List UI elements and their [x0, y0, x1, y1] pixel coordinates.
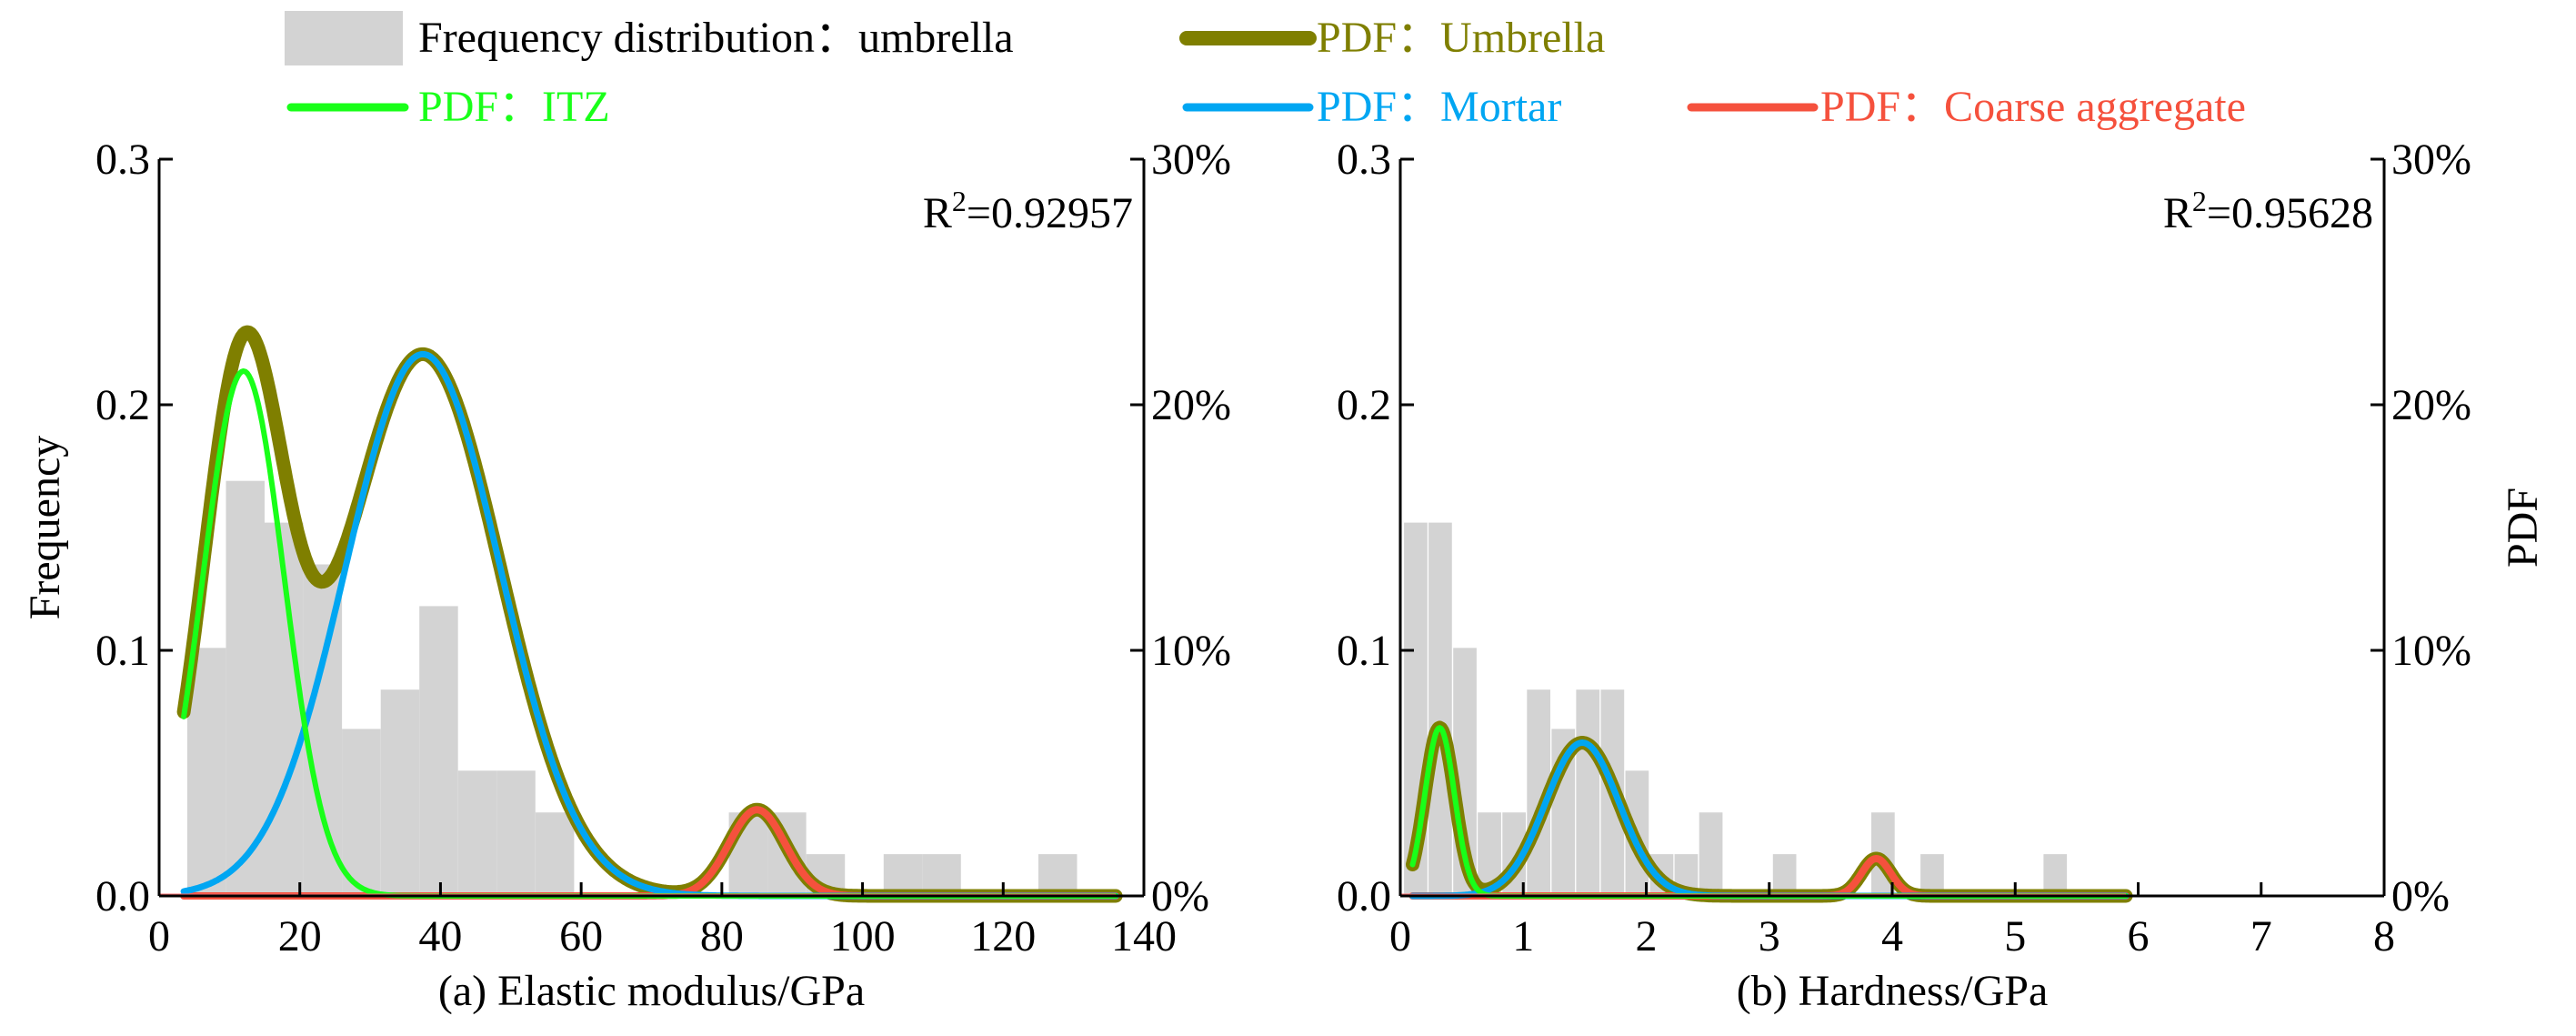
y2-tick-label: 0%	[1151, 872, 1209, 920]
y-tick-label: 0.3	[1337, 136, 1391, 184]
x-tick-label: 20	[278, 912, 322, 961]
panel-a-elastic-modulus: 0 20 40 60 80 100 120 140 0.0 0.1 0.2 0.3 0% 10% 20% 30…	[21, 136, 1231, 1015]
histogram-bar	[535, 812, 575, 896]
r-squared-value: =0.92957	[967, 189, 1133, 237]
legend-label-umbrella: PDF：Umbrella	[1317, 14, 1605, 62]
histogram-bar	[2043, 854, 2068, 896]
legend-swatch-histogram	[285, 11, 403, 65]
legend-label-itz: PDF：ITZ	[418, 83, 610, 131]
x-tick-label: 40	[418, 912, 462, 961]
x-tick-label: 5	[2004, 912, 2026, 961]
legend-label-mortar: PDF：Mortar	[1317, 83, 1561, 131]
histogram-bar	[1428, 522, 1452, 896]
x-tick-label: 140	[1111, 912, 1177, 961]
x-tick-label: 100	[830, 912, 896, 961]
y2-tick-label: 20%	[2391, 381, 2471, 429]
x-tick-label: 8	[2373, 912, 2395, 961]
histogram-bar	[342, 729, 381, 896]
y2-tick-label: 10%	[2391, 627, 2471, 675]
histogram-bar	[1772, 854, 1797, 896]
axes	[157, 159, 1146, 898]
r-squared-base: R	[2163, 189, 2192, 237]
tick-labels: 0 20 40 60 80 100 120 140 0.0 0.1 0.2 0.3 0% 10% 20% 30…	[95, 136, 1231, 961]
histogram-bar	[1576, 689, 1600, 896]
right-y-axis-label: PDF	[2499, 488, 2547, 568]
panel-b-hardness: 0 1 2 3 4 5 6 7 8 0.0 0.1 0.2 0.3 0% 10% 20% 30% (b) Har…	[1337, 136, 2471, 1015]
histogram-bar	[419, 606, 458, 896]
r-squared-label: R2=0.95628	[2163, 185, 2373, 237]
x-tick-label: 0	[1389, 912, 1411, 961]
y-tick-label: 0.0	[1337, 872, 1391, 920]
histogram-bar	[1038, 854, 1078, 896]
histogram-bar	[457, 770, 497, 896]
y-tick-label: 0.0	[95, 872, 150, 920]
legend-label-histogram: Frequency distribution：umbrella	[418, 14, 1014, 62]
pdf-curves	[1400, 720, 2133, 903]
y2-tick-label: 10%	[1151, 627, 1231, 675]
histogram-bar	[883, 854, 923, 896]
r-squared-base: R	[923, 189, 952, 237]
r-squared-sup: 2	[952, 185, 967, 217]
histogram-bar	[922, 854, 961, 896]
x-axis-label: (a) Elastic modulus/GPa	[438, 967, 865, 1015]
x-axis-label: (b) Hardness/GPa	[1737, 967, 2049, 1015]
y-tick-label: 0.2	[95, 381, 150, 429]
x-tick-label: 1	[1512, 912, 1534, 961]
x-tick-label: 7	[2250, 912, 2272, 961]
tick-labels: 0 1 2 3 4 5 6 7 8 0.0 0.1 0.2 0.3 0% 10% 20% 30%	[1337, 136, 2471, 961]
y2-tick-label: 30%	[1151, 136, 1231, 184]
x-tick-label: 60	[559, 912, 603, 961]
y-tick-label: 0.2	[1337, 381, 1391, 429]
x-tick-label: 0	[148, 912, 170, 961]
r-squared-sup: 2	[2192, 185, 2207, 217]
x-tick-label: 4	[1881, 912, 1903, 961]
y-tick-label: 0.3	[95, 136, 150, 184]
legend-label-aggregate: PDF：Coarse aggregate	[1820, 83, 2246, 131]
histogram-bar	[226, 480, 265, 896]
histogram-bars	[186, 480, 1078, 896]
x-tick-label: 80	[700, 912, 744, 961]
x-tick-label: 120	[970, 912, 1036, 961]
histogram-bar	[496, 770, 536, 896]
y-axis-label: Frequency	[21, 436, 69, 620]
r-squared-value: =0.95628	[2207, 189, 2373, 237]
x-tick-label: 2	[1636, 912, 1658, 961]
r-squared-label: R2=0.92957	[923, 185, 1133, 237]
legend: Frequency distribution：umbrella PDF：Umbr…	[285, 11, 2246, 131]
y2-tick-label: 30%	[2391, 136, 2471, 184]
pdf-curve-umbrella	[1406, 720, 2133, 903]
y-tick-label: 0.1	[1337, 627, 1391, 675]
x-tick-label: 3	[1759, 912, 1780, 961]
histogram-bar	[380, 689, 420, 896]
x-tick-label: 6	[2128, 912, 2150, 961]
histogram-bars	[1404, 522, 2068, 896]
histogram-bar	[1699, 812, 1723, 896]
y2-tick-label: 0%	[2391, 872, 2450, 920]
y-tick-label: 0.1	[95, 627, 150, 675]
y2-tick-label: 20%	[1151, 381, 1231, 429]
